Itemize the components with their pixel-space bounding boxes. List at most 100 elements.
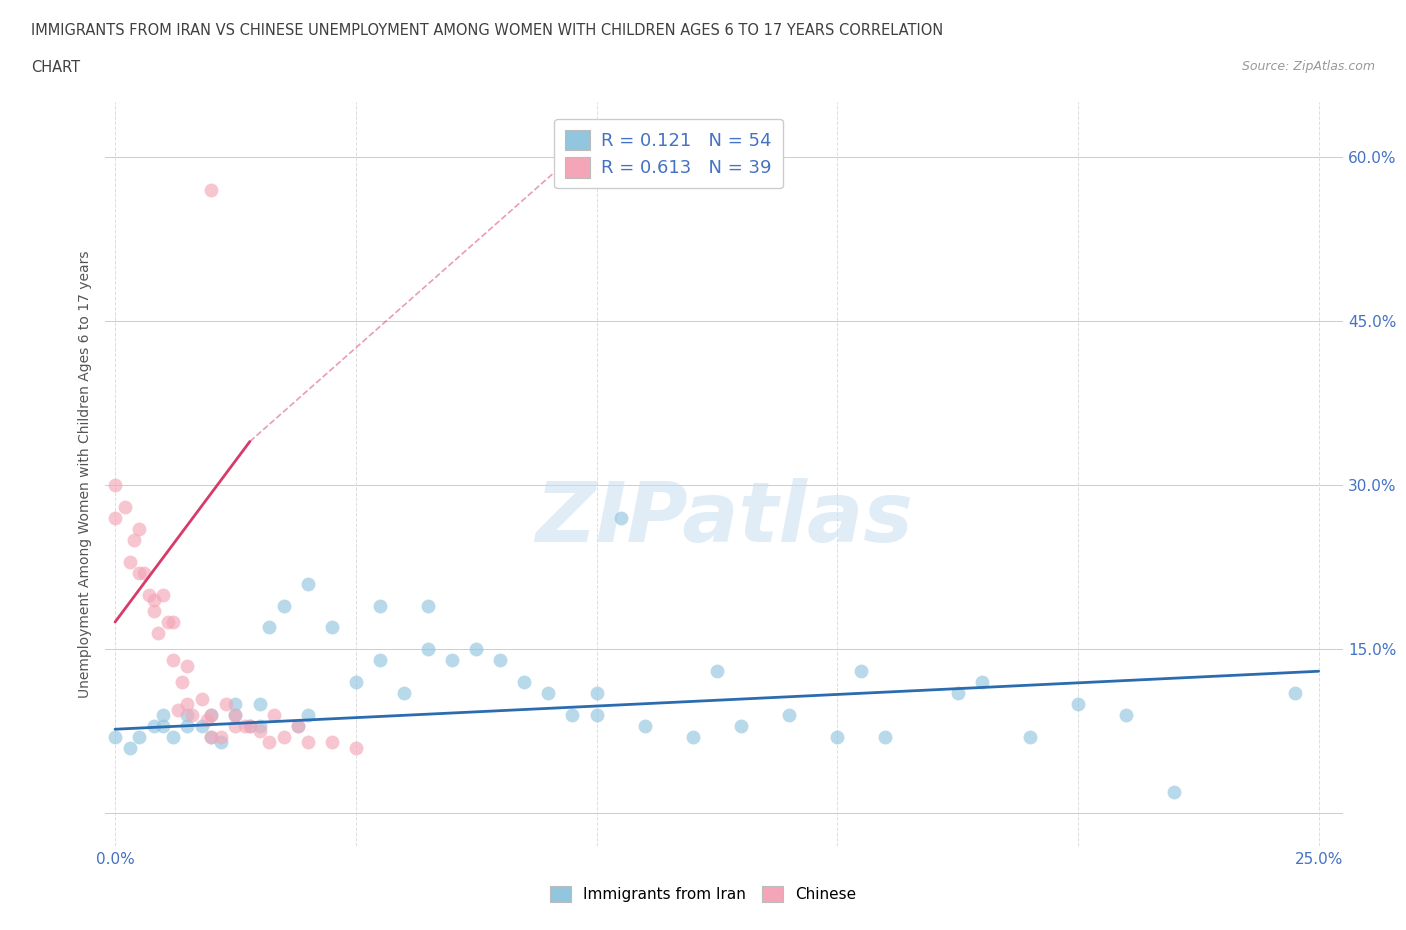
Point xyxy=(162,653,184,668)
Point xyxy=(368,598,391,613)
Point xyxy=(148,626,170,641)
Point xyxy=(124,533,146,548)
Point xyxy=(142,719,165,734)
Point xyxy=(209,729,232,744)
Point xyxy=(104,511,127,525)
Point xyxy=(970,675,993,690)
Point xyxy=(321,735,343,750)
Point xyxy=(1067,697,1090,711)
Point xyxy=(287,719,309,734)
Point xyxy=(730,719,752,734)
Point xyxy=(152,587,174,602)
Point xyxy=(181,708,204,723)
Point xyxy=(392,685,415,700)
Point xyxy=(224,697,246,711)
Point xyxy=(368,653,391,668)
Point xyxy=(263,708,285,723)
Point xyxy=(585,708,607,723)
Point xyxy=(513,675,536,690)
Point xyxy=(537,685,560,700)
Point xyxy=(825,729,848,744)
Point xyxy=(200,729,222,744)
Point xyxy=(142,604,165,618)
Point xyxy=(778,708,800,723)
Point xyxy=(200,729,222,744)
Point xyxy=(416,598,439,613)
Point xyxy=(200,708,222,723)
Point xyxy=(224,708,246,723)
Point xyxy=(138,587,160,602)
Point xyxy=(257,620,280,635)
Legend: R = 0.121   N = 54, R = 0.613   N = 39: R = 0.121 N = 54, R = 0.613 N = 39 xyxy=(554,119,783,189)
Point xyxy=(297,577,319,591)
Point xyxy=(1163,784,1185,799)
Point xyxy=(257,735,280,750)
Point xyxy=(239,719,262,734)
Point xyxy=(875,729,897,744)
Point xyxy=(128,729,150,744)
Point xyxy=(489,653,512,668)
Point xyxy=(162,615,184,630)
Point xyxy=(172,675,194,690)
Point xyxy=(114,499,136,514)
Point xyxy=(176,658,198,673)
Y-axis label: Unemployment Among Women with Children Ages 6 to 17 years: Unemployment Among Women with Children A… xyxy=(77,250,91,698)
Point xyxy=(152,719,174,734)
Point xyxy=(142,592,165,607)
Point xyxy=(176,697,198,711)
Point xyxy=(166,702,188,717)
Point xyxy=(287,719,309,734)
Point xyxy=(209,735,232,750)
Point xyxy=(273,598,295,613)
Point xyxy=(344,675,367,690)
Point xyxy=(104,478,127,493)
Point xyxy=(128,522,150,537)
Point xyxy=(157,615,180,630)
Point xyxy=(200,708,222,723)
Point xyxy=(946,685,969,700)
Text: ZIPatlas: ZIPatlas xyxy=(536,478,912,560)
Point xyxy=(190,691,212,706)
Point xyxy=(128,565,150,580)
Point xyxy=(344,740,367,755)
Point xyxy=(162,729,184,744)
Point xyxy=(249,697,271,711)
Point xyxy=(1115,708,1137,723)
Point xyxy=(152,708,174,723)
Point xyxy=(706,664,728,679)
Point xyxy=(682,729,704,744)
Point xyxy=(224,708,246,723)
Point xyxy=(851,664,873,679)
Point xyxy=(465,642,488,657)
Point xyxy=(176,708,198,723)
Legend: Immigrants from Iran, Chinese: Immigrants from Iran, Chinese xyxy=(544,880,862,909)
Point xyxy=(104,729,127,744)
Point xyxy=(321,620,343,635)
Point xyxy=(1284,685,1306,700)
Point xyxy=(273,729,295,744)
Point xyxy=(233,719,256,734)
Point xyxy=(132,565,155,580)
Point xyxy=(224,719,246,734)
Point xyxy=(200,182,222,197)
Point xyxy=(609,511,631,525)
Point xyxy=(190,719,212,734)
Point xyxy=(176,719,198,734)
Point xyxy=(118,740,141,755)
Point xyxy=(215,697,238,711)
Point xyxy=(118,554,141,569)
Point xyxy=(195,713,218,728)
Point xyxy=(249,724,271,738)
Point xyxy=(634,719,657,734)
Text: Source: ZipAtlas.com: Source: ZipAtlas.com xyxy=(1241,60,1375,73)
Point xyxy=(297,735,319,750)
Point xyxy=(416,642,439,657)
Point xyxy=(1018,729,1040,744)
Point xyxy=(249,719,271,734)
Point xyxy=(561,708,583,723)
Point xyxy=(585,685,607,700)
Point xyxy=(239,719,262,734)
Point xyxy=(297,708,319,723)
Point xyxy=(441,653,464,668)
Text: IMMIGRANTS FROM IRAN VS CHINESE UNEMPLOYMENT AMONG WOMEN WITH CHILDREN AGES 6 TO: IMMIGRANTS FROM IRAN VS CHINESE UNEMPLOY… xyxy=(31,23,943,38)
